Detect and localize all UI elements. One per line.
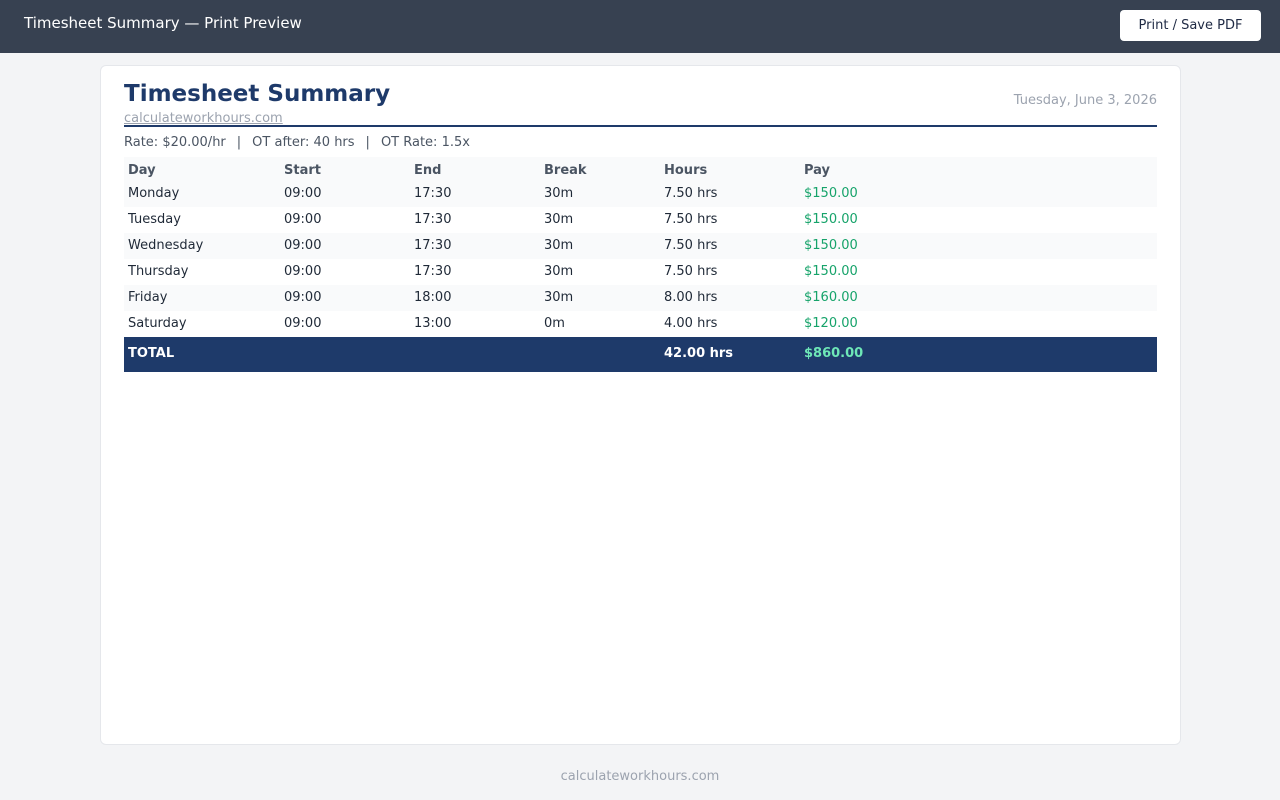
break-cell: 30m bbox=[544, 186, 574, 201]
timesheet-table: Day Start End Break Hours Pay Monday 09:… bbox=[124, 157, 1157, 372]
column-header-break: Break bbox=[544, 163, 587, 178]
start-cell: 09:00 bbox=[284, 290, 322, 305]
column-header-hours: Hours bbox=[664, 163, 708, 178]
column-header-end: End bbox=[414, 163, 442, 178]
hours-cell: 7.50 hrs bbox=[664, 264, 718, 279]
table-row: Thursday 09:00 17:30 30m 7.50 hrs $150.0… bbox=[124, 259, 1157, 285]
break-cell: 0m bbox=[544, 316, 565, 331]
end-cell: 17:30 bbox=[414, 212, 452, 227]
window-title: Timesheet Summary — Print Preview bbox=[24, 14, 302, 32]
break-cell: 30m bbox=[544, 264, 574, 279]
break-cell: 30m bbox=[544, 238, 574, 253]
column-header-pay: Pay bbox=[804, 163, 831, 178]
day-cell: Saturday bbox=[128, 316, 187, 331]
start-cell: 09:00 bbox=[284, 186, 322, 201]
rate-summary: Rate: $20.00/hr | OT after: 40 hrs | OT Rate… bbox=[124, 135, 470, 150]
overtime-threshold: OT after: 40 hrs bbox=[252, 135, 355, 150]
end-cell: 17:30 bbox=[414, 264, 452, 279]
table-row: Wednesday 09:00 17:30 30m 7.50 hrs $150.… bbox=[124, 233, 1157, 259]
end-cell: 17:30 bbox=[414, 186, 452, 201]
print-save-pdf-button[interactable]: Print / Save PDF bbox=[1120, 10, 1261, 41]
break-cell: 30m bbox=[544, 290, 574, 305]
start-cell: 09:00 bbox=[284, 212, 322, 227]
hours-cell: 4.00 hrs bbox=[664, 316, 718, 331]
meta-separator: | bbox=[365, 135, 370, 150]
total-hours: 42.00 hrs bbox=[664, 346, 734, 361]
pay-cell: $150.00 bbox=[804, 238, 858, 253]
table-row: Saturday 09:00 13:00 0m 4.00 hrs $120.00 bbox=[124, 311, 1157, 337]
day-cell: Tuesday bbox=[128, 212, 181, 227]
table-row: Tuesday 09:00 17:30 30m 7.50 hrs $150.00 bbox=[124, 207, 1157, 233]
table-row: Monday 09:00 17:30 30m 7.50 hrs $150.00 bbox=[124, 181, 1157, 207]
pay-cell: $160.00 bbox=[804, 290, 858, 305]
top-bar: Timesheet Summary — Print Preview Print … bbox=[0, 0, 1280, 53]
document-title: Timesheet Summary bbox=[124, 81, 391, 107]
pay-cell: $120.00 bbox=[804, 316, 858, 331]
hours-cell: 7.50 hrs bbox=[664, 186, 718, 201]
start-cell: 09:00 bbox=[284, 238, 322, 253]
column-header-start: Start bbox=[284, 163, 321, 178]
overtime-rate: OT Rate: 1.5x bbox=[380, 135, 470, 150]
pay-cell: $150.00 bbox=[804, 212, 858, 227]
day-cell: Wednesday bbox=[128, 238, 204, 253]
day-cell: Monday bbox=[128, 186, 180, 201]
day-cell: Thursday bbox=[128, 264, 189, 279]
end-cell: 18:00 bbox=[414, 290, 452, 305]
hours-cell: 7.50 hrs bbox=[664, 238, 718, 253]
end-cell: 17:30 bbox=[414, 238, 452, 253]
start-cell: 09:00 bbox=[284, 316, 322, 331]
site-link[interactable]: calculateworkhours.com bbox=[124, 111, 283, 126]
footer-site-text: calculateworkhours.com bbox=[560, 769, 720, 784]
day-cell: Friday bbox=[128, 290, 168, 305]
hours-cell: 8.00 hrs bbox=[664, 290, 718, 305]
hours-cell: 7.50 hrs bbox=[664, 212, 718, 227]
meta-separator: | bbox=[236, 135, 242, 150]
start-cell: 09:00 bbox=[284, 264, 322, 279]
pay-cell: $150.00 bbox=[804, 264, 858, 279]
table-header-row: Day Start End Break Hours Pay bbox=[124, 157, 1157, 181]
title-divider bbox=[124, 125, 1157, 127]
document-date: Tuesday, June 3, 2026 bbox=[1013, 93, 1157, 108]
hourly-rate: Rate: $20.00/hr bbox=[124, 135, 226, 150]
end-cell: 13:00 bbox=[414, 316, 452, 331]
total-pay: $860.00 bbox=[804, 346, 864, 361]
table-row: Friday 09:00 18:00 30m 8.00 hrs $160.00 bbox=[124, 285, 1157, 311]
break-cell: 30m bbox=[544, 212, 574, 227]
column-header-day: Day bbox=[128, 163, 156, 178]
total-row: TOTAL 42.00 hrs $860.00 bbox=[124, 337, 1157, 372]
total-label: TOTAL bbox=[128, 346, 175, 361]
pay-cell: $150.00 bbox=[804, 186, 858, 201]
timesheet-document: Timesheet Summary calculateworkhours.com… bbox=[100, 65, 1181, 745]
